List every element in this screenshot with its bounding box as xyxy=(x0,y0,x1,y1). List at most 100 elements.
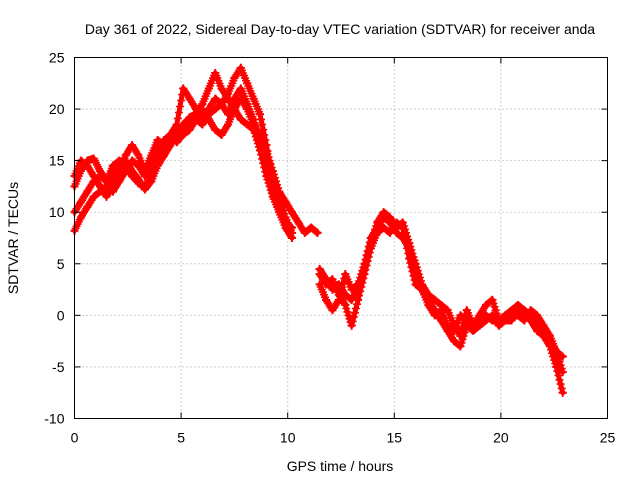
data-point xyxy=(539,331,548,340)
data-point xyxy=(268,187,277,196)
data-point xyxy=(287,223,296,232)
data-point xyxy=(89,172,98,181)
data-point xyxy=(236,84,245,93)
data-point xyxy=(236,63,245,72)
data-point xyxy=(322,280,331,289)
data-point xyxy=(475,311,484,320)
data-point xyxy=(430,306,439,315)
data-point xyxy=(249,94,258,103)
data-point xyxy=(249,115,258,124)
data-point xyxy=(217,84,226,93)
data-point xyxy=(204,105,213,114)
x-tick-label: 25 xyxy=(600,430,616,446)
x-axis-label: GPS time / hours xyxy=(287,458,394,474)
data-point xyxy=(307,223,316,232)
data-point xyxy=(224,120,233,129)
data-point xyxy=(437,316,446,325)
data-point xyxy=(198,115,207,124)
data-point xyxy=(552,362,561,371)
y-tick-label: 5 xyxy=(57,256,65,272)
data-point xyxy=(462,321,471,330)
data-point xyxy=(115,166,124,175)
data-point xyxy=(328,275,337,284)
data-point xyxy=(507,316,516,325)
data-point xyxy=(243,79,252,88)
data-point xyxy=(255,136,264,145)
data-point xyxy=(533,326,542,335)
data-point xyxy=(255,110,264,119)
data-point xyxy=(405,254,414,263)
data-point xyxy=(121,151,130,160)
data-point xyxy=(300,228,309,237)
data-point xyxy=(341,301,350,310)
data-point xyxy=(488,311,497,320)
y-tick-label: 10 xyxy=(49,204,65,220)
data-point xyxy=(224,110,233,119)
data-point xyxy=(128,156,137,165)
data-point xyxy=(140,185,149,194)
data-point xyxy=(386,228,395,237)
data-point xyxy=(217,99,226,108)
data-point xyxy=(96,182,105,191)
data-point xyxy=(481,301,490,310)
data-point xyxy=(449,337,458,346)
data-point xyxy=(347,285,356,294)
data-point xyxy=(192,105,201,114)
data-point xyxy=(456,311,465,320)
data-point xyxy=(539,321,548,330)
plot-frame xyxy=(74,57,608,419)
data-layer xyxy=(70,63,567,397)
tick-layer: 0 5 10 15 20 25 -10 -5 0 5 10 15 20 25 xyxy=(44,50,615,446)
data-point xyxy=(224,89,233,98)
data-point xyxy=(424,295,433,304)
data-point xyxy=(211,68,220,77)
data-point xyxy=(494,321,503,330)
data-point xyxy=(334,290,343,299)
y-axis-label: SDTVAR / TECUs xyxy=(5,182,21,294)
y-tick-label: -10 xyxy=(44,411,64,427)
data-point xyxy=(76,213,85,222)
data-point xyxy=(373,228,382,237)
data-point xyxy=(166,130,175,139)
data-point xyxy=(83,187,92,196)
data-point xyxy=(526,316,535,325)
data-point xyxy=(211,125,220,134)
data-point xyxy=(147,151,156,160)
data-point xyxy=(217,130,226,139)
data-point xyxy=(179,130,188,139)
data-point xyxy=(185,94,194,103)
data-point xyxy=(366,244,375,253)
data-point xyxy=(160,151,169,160)
data-point xyxy=(140,166,149,175)
data-point xyxy=(469,326,478,335)
data-point xyxy=(185,125,194,134)
data-point xyxy=(315,270,324,279)
x-tick-label: 0 xyxy=(71,430,79,446)
data-point xyxy=(392,218,401,227)
data-point xyxy=(108,182,117,191)
data-point xyxy=(179,84,188,93)
data-point xyxy=(322,295,331,304)
data-point xyxy=(134,151,143,160)
data-point xyxy=(418,285,427,294)
data-point xyxy=(102,177,111,186)
data-point xyxy=(488,295,497,304)
data-point xyxy=(262,161,271,170)
x-tick-label: 20 xyxy=(493,430,509,446)
data-point xyxy=(172,138,181,147)
data-point xyxy=(481,316,490,325)
data-point xyxy=(172,120,181,129)
y-tick-label: 15 xyxy=(49,153,65,169)
data-point xyxy=(398,223,407,232)
data-point xyxy=(347,321,356,330)
data-point xyxy=(134,175,143,184)
data-point xyxy=(313,228,322,237)
data-point xyxy=(379,223,388,232)
data-point xyxy=(153,136,162,145)
x-tick-label: 5 xyxy=(177,430,185,446)
data-point xyxy=(545,342,554,351)
data-point xyxy=(179,123,188,132)
y-tick-label: 25 xyxy=(49,50,65,66)
